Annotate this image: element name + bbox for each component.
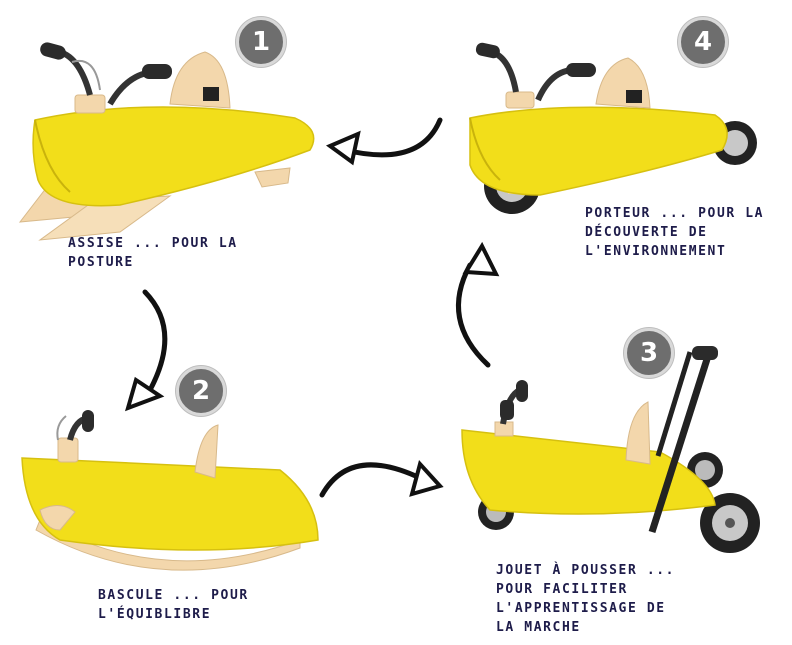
step-3-badge: 3 [624,328,674,378]
caption-line: L'APPRENTISSAGE DE [496,601,666,616]
step-2-caption: BASCULE ... POUR L'ÉQUIBLIBRE [98,586,249,624]
arrow-3-to-4 [455,262,491,368]
step-3-caption: JOUET À POUSSER ... POUR FACILITER L'APP… [496,561,675,637]
caption-line: PORTEUR ... POUR LA [585,206,765,221]
step-4-caption: PORTEUR ... POUR LA DÉCOUVERTE DE L'ENVI… [585,204,764,261]
bike-rocking-mode [21,410,319,571]
caption-line: ASSISE ... POUR LA [68,236,238,251]
arrow-4-to-1 [342,117,443,158]
arrowhead-3-to-4 [462,241,500,277]
caption-line: L'ÉQUIBLIBRE [98,607,212,622]
step-4-badge: 4 [678,17,728,67]
arrow-1-to-2 [142,289,168,393]
step-1-caption: ASSISE ... POUR LA POSTURE [68,234,238,272]
caption-line: DÉCOUVERTE DE [585,225,708,240]
arrowhead-2-to-3 [409,459,444,497]
caption-line: L'ENVIRONNEMENT [585,244,727,259]
step-1-badge: 1 [236,17,286,67]
caption-line: LA MARCHE [496,620,581,635]
caption-line: POSTURE [68,255,134,270]
arrowhead-1-to-2 [124,376,165,412]
bike-ride-on-mode [469,42,757,214]
caption-line: BASCULE ... POUR [98,588,249,603]
arrowhead-4-to-1 [325,130,361,166]
caption-line: POUR FACILITER [496,582,628,597]
bike-push-mode [461,346,760,553]
step-2-badge: 2 [176,366,226,416]
caption-line: JOUET À POUSSER ... [496,563,676,578]
arrow-2-to-3 [319,462,423,498]
bike-seat-mode [18,42,315,241]
